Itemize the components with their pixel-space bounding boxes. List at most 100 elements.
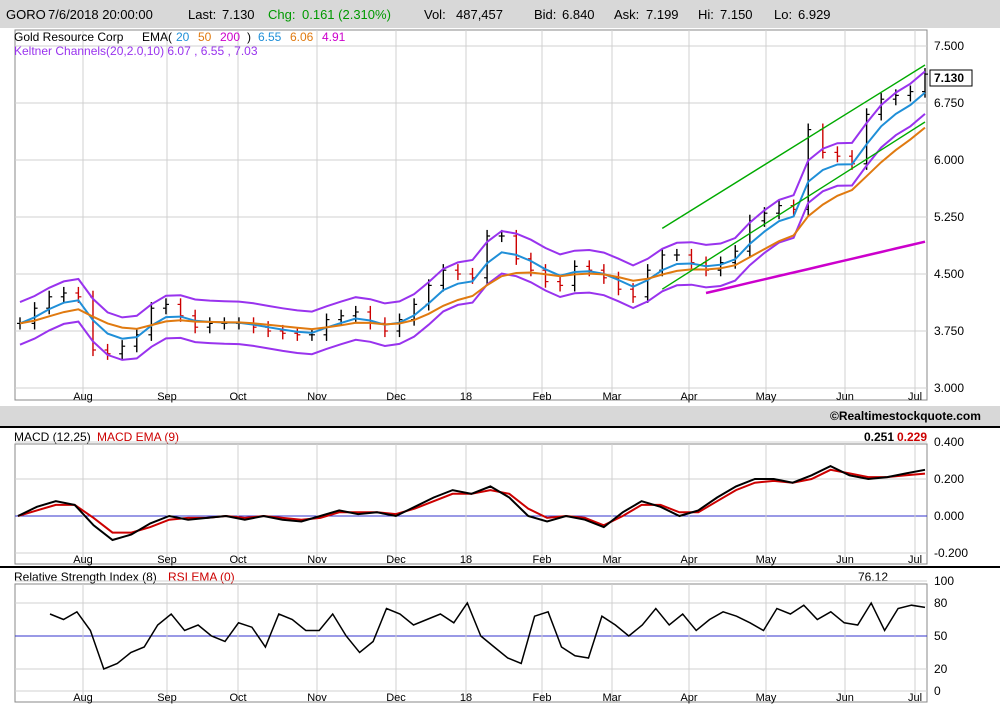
bid-value: 6.840 <box>562 7 595 22</box>
price-tick-label: 7.500 <box>934 39 964 53</box>
header-bar <box>0 0 1000 28</box>
x-label: Mar <box>603 391 622 403</box>
rsi-tick-label: 100 <box>934 574 954 588</box>
macd-tick-label: 0.000 <box>934 509 964 523</box>
x-label: 18 <box>460 692 472 704</box>
datetime: 7/6/2018 20:00:00 <box>48 7 153 22</box>
macd-ema-label: MACD EMA (9) <box>97 430 179 444</box>
rsi-label: Relative Strength Index (8) <box>14 570 157 584</box>
chg-label: Chg: <box>268 7 295 22</box>
x-label: Jun <box>836 554 854 566</box>
lo-value: 6.929 <box>798 7 831 22</box>
price-panel <box>14 29 928 401</box>
ema20-line <box>19 91 926 340</box>
channel-lower-line <box>661 121 926 290</box>
rsi-tick-label: 20 <box>934 662 948 676</box>
price-tick-label: 6.000 <box>934 153 964 167</box>
watermark: ©Realtimestockquote.com <box>830 409 981 423</box>
macd-panel <box>14 443 928 565</box>
chg-value: 0.161 (2.310%) <box>302 7 391 22</box>
price-series <box>17 64 928 361</box>
x-label: Apr <box>680 692 697 704</box>
x-label: Mar <box>603 692 622 704</box>
x-label: Feb <box>533 692 552 704</box>
ask-value: 7.199 <box>646 7 679 22</box>
x-label: May <box>756 692 777 704</box>
macd-line <box>17 464 926 542</box>
macd-series <box>17 464 926 542</box>
rsi-line <box>49 601 926 670</box>
hi-label: Hi: <box>698 7 714 22</box>
keltner-upper-line <box>19 70 926 319</box>
ema20-period: 20 <box>176 30 190 44</box>
ema-label: EMA( <box>142 30 172 44</box>
price-tick-label: 3.750 <box>934 324 964 338</box>
x-label: Nov <box>307 391 327 403</box>
price-grid <box>15 30 927 400</box>
macd-tick-label: 0.400 <box>934 435 964 449</box>
bid-label: Bid: <box>534 7 556 22</box>
ema200-line <box>705 240 926 295</box>
macd-tick-label: 0.200 <box>934 472 964 486</box>
company-name: Gold Resource Corp <box>14 30 124 44</box>
ema200-value: 4.91 <box>322 30 346 44</box>
x-label: Apr <box>680 391 697 403</box>
ema20-value: 6.55 <box>258 30 282 44</box>
macd-y-axis: 0.400 0.200 0.000 -0.200 <box>934 435 968 560</box>
symbol: GORO <box>6 7 46 22</box>
rsi-ema-label: RSI EMA (0) <box>168 570 235 584</box>
rsi-tick-label: 0 <box>934 684 941 698</box>
x-label: Jul <box>908 692 922 704</box>
x-label: Apr <box>680 554 697 566</box>
rsi-panel <box>14 583 928 703</box>
x-label: Jun <box>836 692 854 704</box>
last-price-tag: 7.130 <box>934 71 964 85</box>
x-label: Dec <box>386 554 406 566</box>
price-tick-label: 6.750 <box>934 96 964 110</box>
ask-label: Ask: <box>614 7 639 22</box>
rsi-x-axis: Aug Sep Oct Nov Dec 18 Feb Mar Apr May Jun Jul <box>73 692 922 704</box>
x-label: Aug <box>73 692 93 704</box>
hi-value: 7.150 <box>720 7 753 22</box>
ema50-period: 50 <box>198 30 212 44</box>
rsi-value: 76.12 <box>858 570 888 584</box>
keltner-lower-line <box>19 113 926 361</box>
x-label: Nov <box>307 554 327 566</box>
keltner-label: Keltner Channels(20,2.0,10) 6.07 , 6.55 … <box>14 44 258 58</box>
x-label: 18 <box>460 391 472 403</box>
x-label: Aug <box>73 391 93 403</box>
x-label: May <box>756 391 777 403</box>
rsi-tick-label: 80 <box>934 596 948 610</box>
x-label: 18 <box>460 554 472 566</box>
rsi-y-axis: 100 80 50 20 0 <box>934 574 954 698</box>
rsi-series <box>49 601 926 670</box>
x-label: Aug <box>73 554 93 566</box>
price-x-axis: Aug Sep Oct Nov Dec 18 Feb Mar Apr May Jun Jul <box>73 391 922 403</box>
price-tick-label: 3.000 <box>934 381 964 395</box>
x-label: Dec <box>386 692 406 704</box>
x-label: Feb <box>533 554 552 566</box>
ema-close-paren: ) <box>247 30 251 44</box>
x-label: Oct <box>229 692 246 704</box>
x-label: Mar <box>603 554 622 566</box>
price-tick-label: 5.250 <box>934 210 964 224</box>
price-tick-label: 4.500 <box>934 267 964 281</box>
last-price-box <box>929 69 973 87</box>
macd-tick-label: -0.200 <box>934 546 968 560</box>
last-label: Last: <box>188 7 216 22</box>
x-label: Sep <box>157 554 177 566</box>
channel-upper-line <box>661 64 926 229</box>
x-label: Sep <box>157 692 177 704</box>
price-y-axis: 7.500 6.750 6.000 5.250 4.500 3.750 3.000 <box>934 39 964 395</box>
x-label: Jul <box>908 391 922 403</box>
ema50-value: 6.06 <box>290 30 314 44</box>
x-label: Oct <box>229 391 246 403</box>
macd-x-axis: Aug Sep Oct Nov Dec 18 Feb Mar Apr May Jun Jul <box>73 554 922 566</box>
x-label: Oct <box>229 554 246 566</box>
x-label: Jun <box>836 391 854 403</box>
vol-value: 487,457 <box>456 7 503 22</box>
rsi-grid <box>15 580 927 702</box>
ema50-line <box>19 126 926 331</box>
x-label: May <box>756 554 777 566</box>
